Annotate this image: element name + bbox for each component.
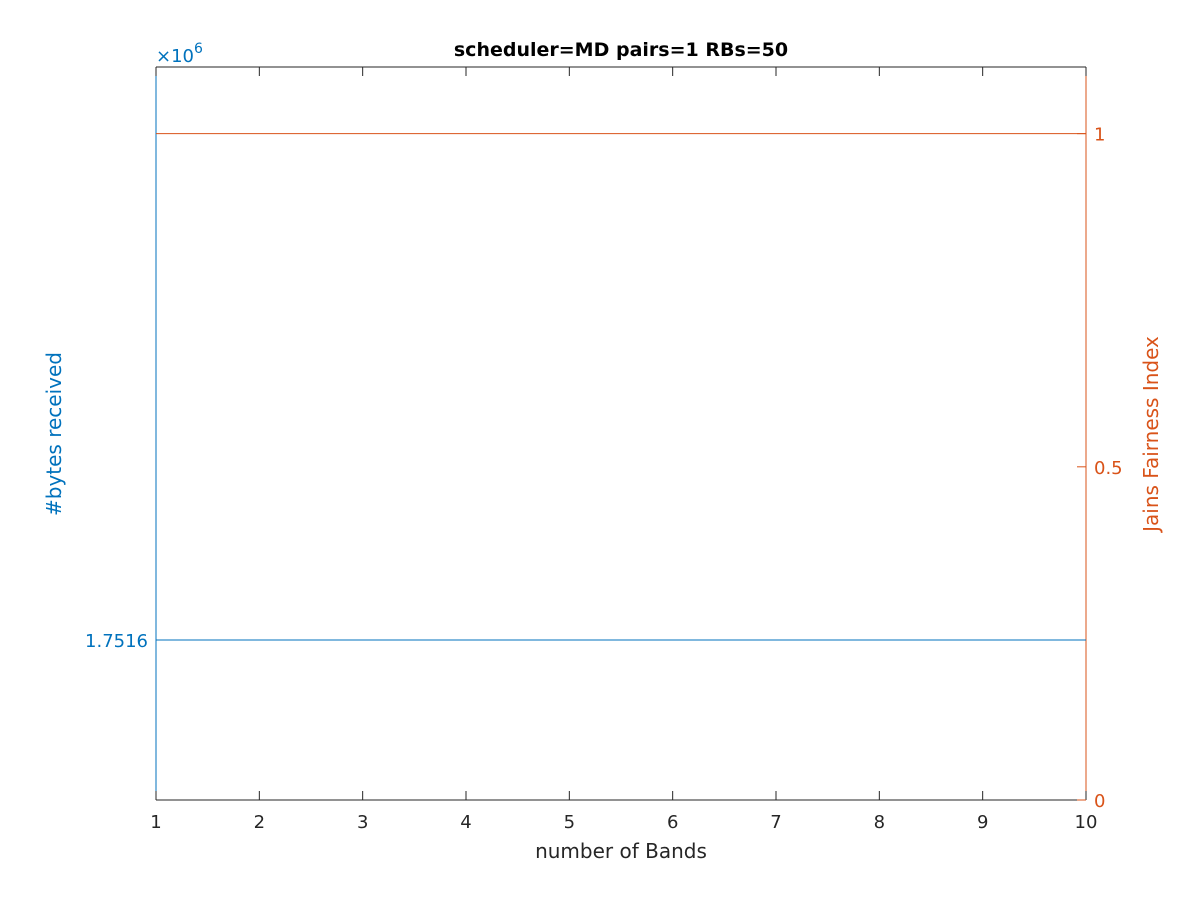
right-y-axis-label: Jains Fairness Index — [1139, 336, 1163, 534]
x-tick-label: 8 — [874, 812, 885, 833]
x-tick-label: 9 — [977, 812, 988, 833]
x-tick-label: 4 — [460, 812, 471, 833]
left-y-axis-exponent: ×106 — [156, 41, 203, 67]
x-tick-label: 2 — [254, 812, 265, 833]
right-y-tick-label: 0.5 — [1094, 458, 1123, 479]
left-y-axis-label: #bytes received — [42, 352, 66, 516]
x-tick-label: 10 — [1075, 812, 1098, 833]
series-layer — [156, 133, 1086, 641]
right-y-tick-label: 0 — [1094, 791, 1105, 812]
x-axis-label: number of Bands — [535, 839, 707, 863]
left-y-axis-ticks: 1.7516 — [85, 631, 165, 652]
right-y-tick-label: 1 — [1094, 125, 1105, 146]
plot-area — [155, 66, 1087, 801]
x-tick-label: 5 — [564, 812, 575, 833]
x-tick-label: 3 — [357, 812, 368, 833]
x-tick-label: 1 — [150, 812, 161, 833]
x-tick-label: 7 — [770, 812, 781, 833]
chart-title: scheduler=MD pairs=1 RBs=50 — [454, 39, 788, 61]
x-tick-label: 6 — [667, 812, 678, 833]
x-axis-ticks: 1 2 3 4 5 6 7 8 9 10 — [150, 67, 1097, 833]
left-y-tick-label: 1.7516 — [85, 631, 148, 652]
right-y-axis-ticks: 00.51 — [1077, 125, 1123, 812]
